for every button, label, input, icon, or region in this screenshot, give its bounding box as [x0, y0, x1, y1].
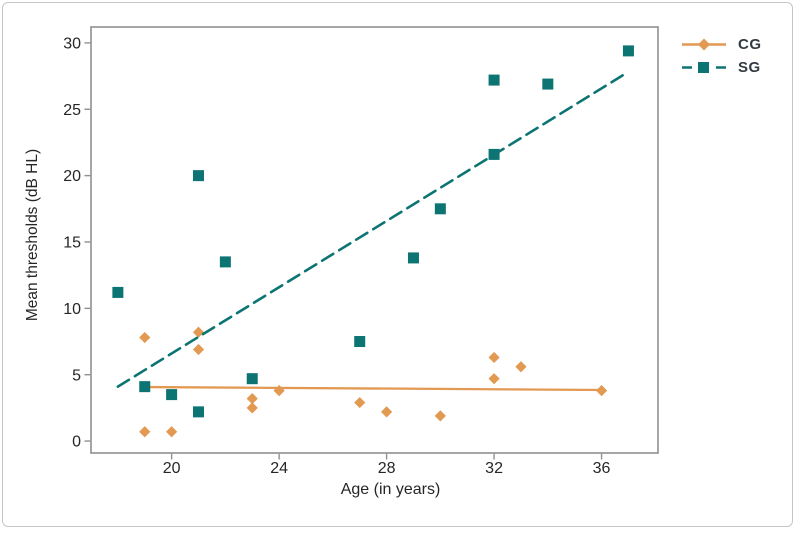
- y-tick-label: 20: [63, 168, 81, 185]
- x-tick-label: 36: [593, 460, 611, 477]
- legend-item-sg: SG: [681, 59, 762, 76]
- cg-data-point: [139, 331, 151, 344]
- x-axis-title: Age (in years): [340, 481, 441, 498]
- sg-data-point: [622, 45, 634, 57]
- cg-data-point: [488, 373, 500, 385]
- sg-data-point: [542, 78, 554, 90]
- legend: CG SG: [681, 36, 762, 76]
- sg-data-point: [488, 148, 500, 160]
- sg-data-point: [192, 406, 204, 418]
- plot-border: [90, 26, 659, 454]
- cg-data-point: [192, 326, 205, 338]
- sg-legend-swatch-icon: [682, 62, 726, 73]
- sg-data-point: [354, 336, 366, 348]
- sg-data-point: [219, 256, 231, 268]
- cg-data-point: [434, 410, 446, 422]
- cg-data-point: [515, 361, 527, 373]
- cg-data-point: [488, 351, 500, 364]
- sg-data-point: [246, 373, 258, 385]
- y-tick-label: 30: [63, 36, 81, 53]
- x-tick-label: 32: [485, 460, 503, 477]
- cg-legend-swatch-icon: [682, 38, 726, 51]
- cg-data-point: [139, 426, 151, 438]
- x-tick-label: 24: [270, 460, 288, 477]
- cg-data-point: [166, 426, 178, 438]
- y-tick-label: 0: [72, 434, 81, 451]
- y-tick-label: 5: [72, 367, 81, 384]
- sg-data-point: [488, 74, 500, 86]
- sg-data-point: [434, 203, 446, 215]
- sg-trend-line: [116, 72, 628, 388]
- sg-data-point: [192, 170, 204, 182]
- sg-data-point: [139, 381, 151, 393]
- y-tick-label: 10: [63, 301, 81, 318]
- y-tick-label: 25: [63, 102, 81, 119]
- cg-data-point: [273, 385, 285, 397]
- cg-data-point: [246, 402, 258, 414]
- y-axis-title: Mean thresholds (dB HL): [24, 148, 41, 322]
- cg-trend-line: [146, 385, 606, 392]
- legend-label-cg: CG: [738, 36, 762, 53]
- sg-data-point: [112, 286, 124, 298]
- cg-data-point: [192, 343, 205, 356]
- legend-label-sg: SG: [738, 59, 761, 76]
- sg-data-point: [407, 252, 419, 264]
- legend-item-cg: CG: [681, 36, 762, 53]
- x-tick-label: 20: [163, 460, 181, 477]
- cg-data-point: [595, 385, 608, 397]
- cg-data-point: [380, 406, 393, 418]
- sg-data-point: [166, 389, 178, 401]
- x-tick-label: 28: [378, 460, 396, 477]
- cg-data-point: [246, 392, 258, 405]
- y-tick-label: 15: [63, 235, 81, 252]
- cg-data-point: [354, 396, 366, 409]
